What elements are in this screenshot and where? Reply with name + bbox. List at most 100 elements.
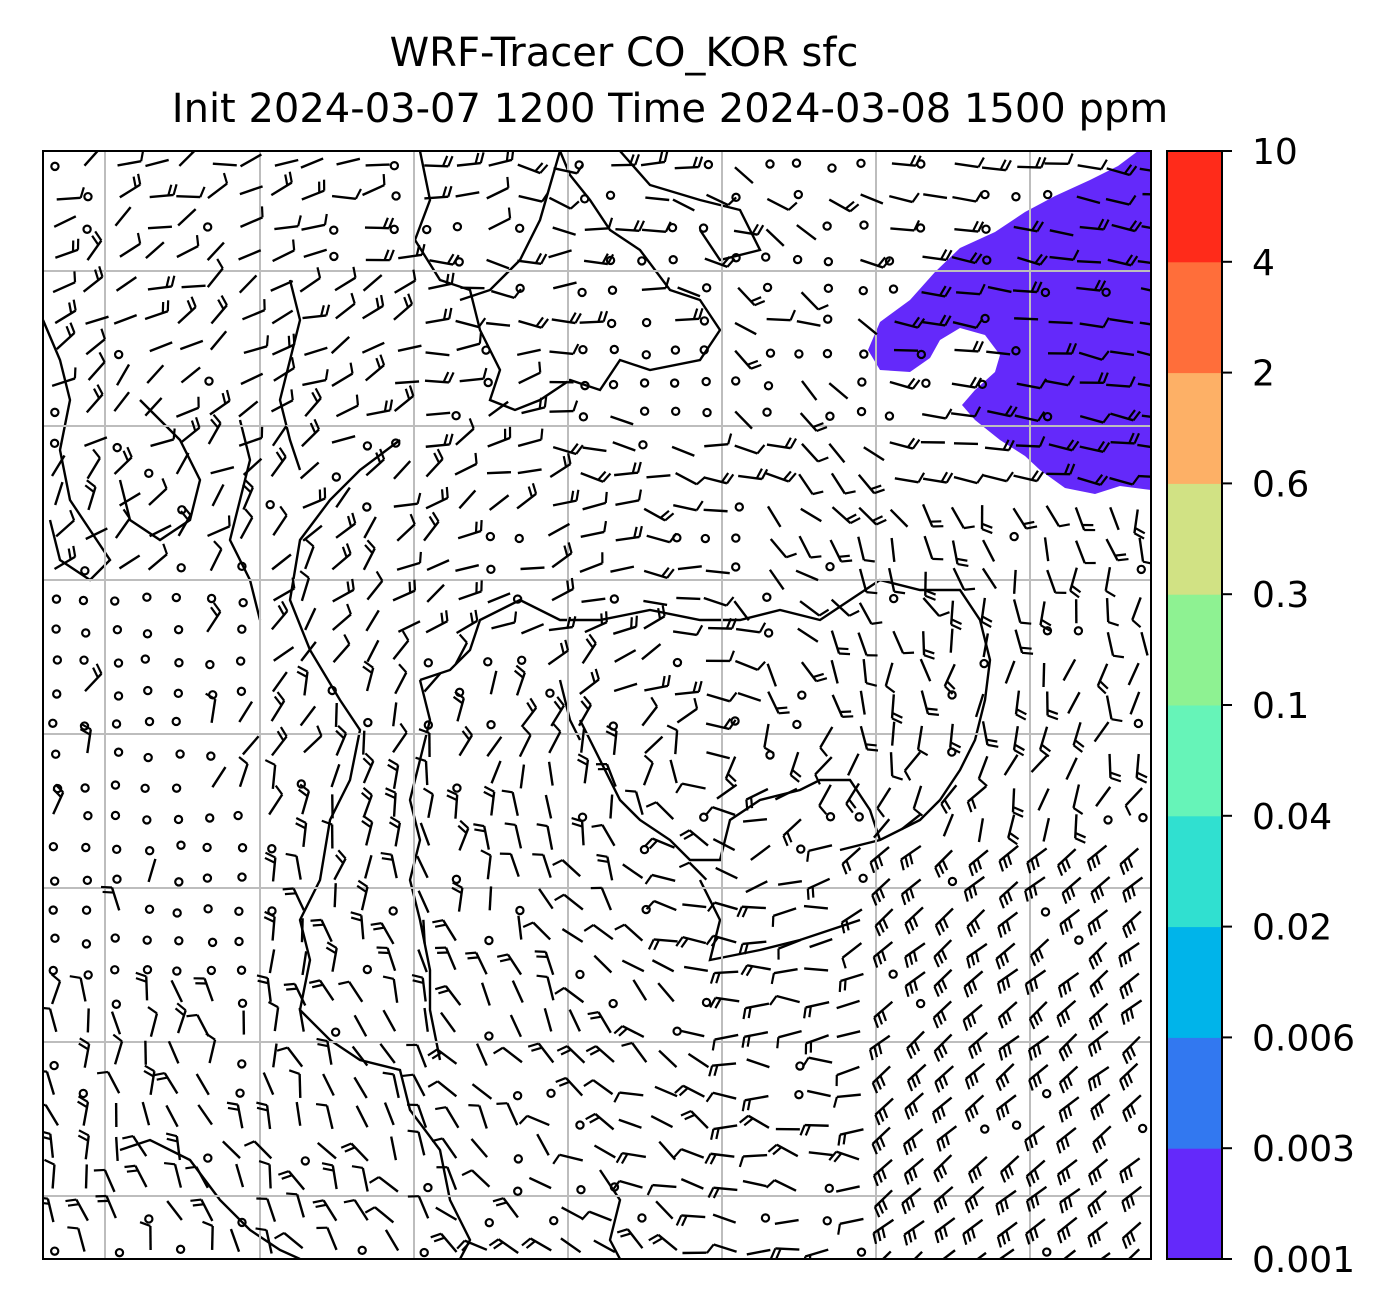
wind-barb [906, 1063, 927, 1092]
wind-barb [458, 725, 474, 757]
calm-wind-circle [206, 593, 217, 604]
wind-barb [1137, 382, 1151, 388]
calm-wind-circle [1042, 1247, 1052, 1257]
wind-barb [650, 1114, 674, 1129]
wind-barb [499, 852, 520, 878]
wind-barb [114, 508, 131, 539]
wind-barb [680, 1178, 704, 1190]
wind-barb [202, 1220, 214, 1250]
wind-barb [272, 577, 296, 602]
wind-barb [654, 1085, 678, 1098]
wind-barb [468, 1104, 488, 1129]
calm-wind-circle [175, 1244, 186, 1255]
calm-wind-circle [577, 287, 587, 298]
wind-barb [857, 474, 885, 495]
calm-wind-circle [79, 655, 89, 665]
wind-barb [147, 1006, 159, 1037]
wind-barb [303, 725, 323, 754]
wind-barb [517, 428, 544, 448]
wind-barb [211, 766, 227, 788]
wind-barb [270, 389, 294, 413]
wind-barb [1061, 876, 1082, 904]
wind-barb [423, 672, 442, 693]
calm-wind-circle [947, 690, 957, 700]
wind-barb [390, 1136, 398, 1161]
wind-barb [335, 292, 356, 320]
calm-wind-circle [1073, 626, 1084, 636]
wind-barb [889, 437, 921, 450]
wind-barb [486, 258, 510, 270]
calm-wind-circle [856, 158, 866, 169]
wind-barb [831, 506, 861, 525]
wind-barb [766, 437, 797, 450]
calm-wind-circle [823, 283, 834, 294]
wind-barb [923, 193, 948, 200]
wind-barb [480, 849, 492, 880]
calm-wind-circle [1011, 192, 1021, 202]
wind-barb [708, 1062, 737, 1077]
wind-barb [709, 996, 740, 1009]
wind-barb [814, 756, 833, 785]
wind-barb [933, 1033, 953, 1062]
calm-wind-circle [762, 592, 772, 602]
wind-barb [643, 605, 666, 630]
calm-wind-circle [921, 378, 931, 388]
wind-barb [981, 721, 999, 748]
wind-barb [425, 307, 453, 325]
wind-barb [828, 442, 846, 464]
calm-wind-circle [142, 815, 152, 825]
wind-barb [394, 663, 408, 695]
wind-barb [1043, 537, 1050, 562]
calm-wind-circle [730, 716, 740, 726]
wind-barb [936, 1125, 958, 1152]
wind-barb [455, 609, 479, 635]
wind-barb [1090, 876, 1111, 904]
wind-barb [901, 1187, 922, 1215]
wind-barb [242, 457, 263, 476]
wind-barb [705, 193, 737, 207]
wind-barb [435, 1206, 458, 1221]
wind-barb [1059, 908, 1081, 936]
wind-barb [582, 491, 608, 511]
wind-barb [966, 908, 986, 938]
wind-barb [392, 630, 410, 661]
wind-barb [271, 726, 288, 757]
wind-barb [887, 567, 906, 595]
calm-wind-circle [605, 190, 616, 200]
wind-barb [432, 919, 457, 942]
calm-wind-circle [389, 224, 399, 235]
calm-wind-circle [484, 1031, 494, 1041]
wind-barb [1058, 1033, 1078, 1062]
wind-barb [300, 157, 324, 169]
wind-barb [397, 344, 422, 353]
wind-barb [270, 691, 286, 722]
wind-barb [548, 616, 577, 632]
wind-barb [1086, 844, 1108, 872]
calm-wind-circle [114, 1247, 125, 1258]
wind-barb [874, 1097, 894, 1126]
wind-barb [1012, 725, 1025, 757]
calm-wind-circle [1136, 564, 1146, 575]
wind-barb [922, 597, 950, 618]
wind-barb [742, 1179, 767, 1188]
wind-barb [1139, 321, 1151, 326]
wind-barb [543, 1007, 553, 1032]
wind-barb [923, 535, 944, 561]
calm-wind-circle [111, 719, 122, 729]
wind-barb [904, 942, 926, 968]
calm-wind-circle [1009, 531, 1019, 542]
wind-barb [364, 354, 386, 382]
colorbar-segment [1167, 1037, 1222, 1149]
wind-barb [996, 968, 1019, 994]
wind-barb [185, 1165, 209, 1189]
wind-barb [857, 536, 875, 563]
wind-barb [648, 1233, 678, 1251]
wind-barb [270, 279, 294, 292]
wind-barb [1049, 229, 1074, 237]
wind-barb [580, 728, 586, 753]
wind-barb [998, 844, 1019, 872]
wind-barb [303, 248, 328, 259]
wind-barb [803, 1001, 830, 1019]
wind-barb [51, 367, 77, 388]
wind-barb [544, 794, 553, 819]
